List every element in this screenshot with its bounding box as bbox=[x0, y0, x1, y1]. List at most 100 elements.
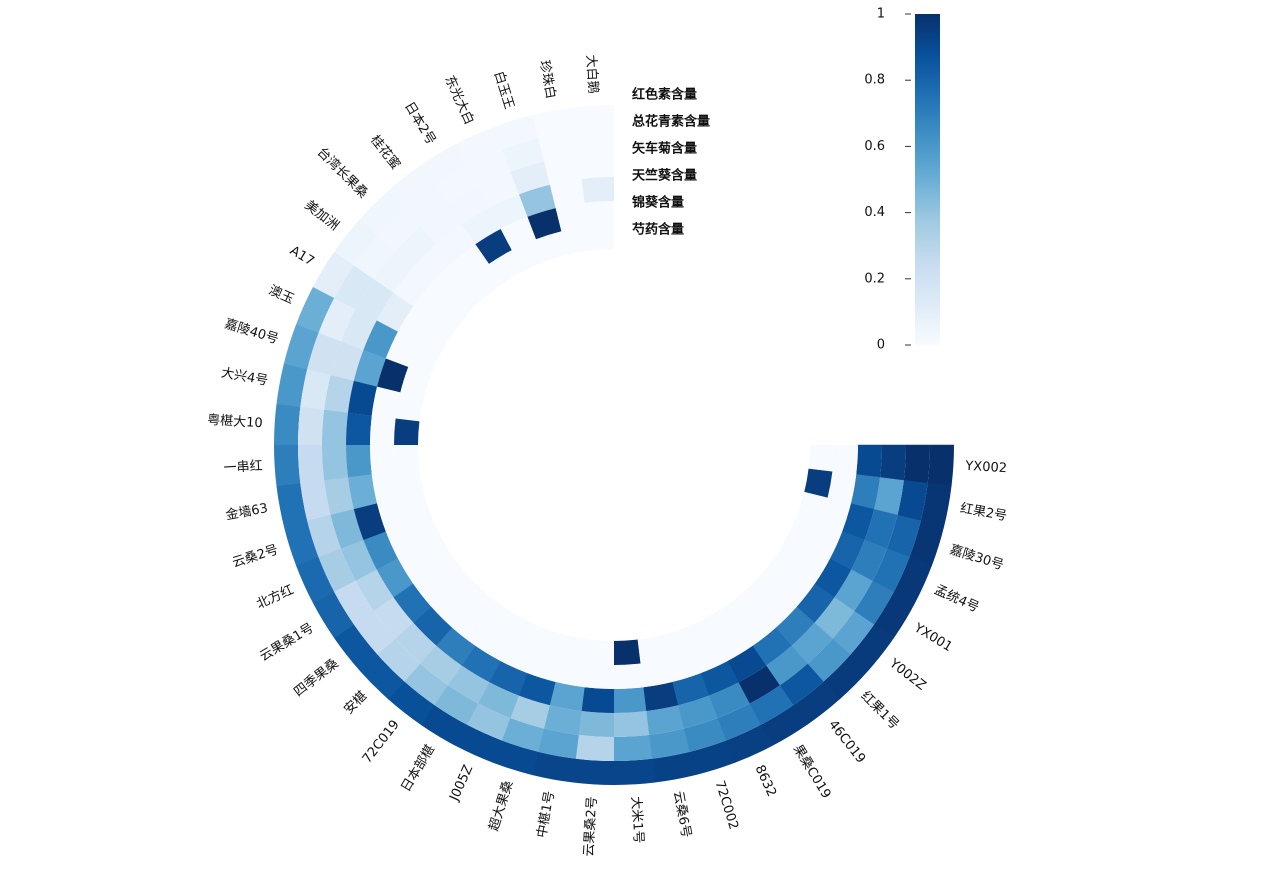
category-label: 大兴4号 bbox=[220, 366, 269, 389]
heat-cell bbox=[334, 219, 378, 266]
heat-cell bbox=[856, 444, 882, 478]
heat-cell bbox=[413, 569, 450, 607]
heat-cell bbox=[434, 685, 479, 725]
colorbar-tick-label: 1 bbox=[877, 7, 885, 22]
heat-cell bbox=[395, 468, 424, 498]
heat-cell bbox=[760, 556, 796, 591]
heat-cell bbox=[827, 471, 857, 504]
heat-cell bbox=[561, 635, 591, 664]
heat-cell bbox=[371, 471, 401, 504]
heat-cell bbox=[897, 479, 928, 521]
heat-cell bbox=[584, 201, 614, 227]
heat-cell bbox=[377, 638, 421, 682]
category-label: 云桑6号 bbox=[670, 790, 693, 839]
heat-cell bbox=[717, 703, 762, 741]
heat-cell bbox=[274, 404, 301, 446]
ring-label: 芍药含量 bbox=[632, 222, 684, 238]
category-label: 日本部椹 bbox=[399, 742, 439, 794]
heat-cell bbox=[400, 491, 431, 524]
heat-cell bbox=[887, 514, 921, 558]
category-label: 珍珠白 bbox=[536, 59, 559, 100]
heat-cell bbox=[808, 444, 834, 472]
heat-cell bbox=[340, 309, 377, 351]
heat-cell bbox=[738, 609, 776, 646]
heat-cell bbox=[353, 503, 386, 541]
category-label: 东光大白 bbox=[441, 73, 477, 127]
heat-cell bbox=[643, 681, 679, 712]
heat-cell bbox=[649, 728, 690, 759]
heat-cell bbox=[393, 267, 432, 307]
heat-cell bbox=[749, 685, 794, 725]
heat-cell bbox=[850, 474, 881, 510]
heat-cell bbox=[475, 626, 512, 662]
heat-cell bbox=[538, 131, 579, 162]
heat-cell bbox=[467, 703, 511, 741]
heat-cell bbox=[575, 734, 615, 761]
heat-cell bbox=[666, 650, 701, 682]
heat-cell bbox=[359, 654, 405, 700]
heat-cell bbox=[408, 514, 441, 548]
category-label: 北方红 bbox=[254, 582, 296, 613]
heat-cell bbox=[727, 645, 767, 683]
heat-cell bbox=[842, 503, 875, 541]
heat-cell bbox=[434, 165, 479, 205]
heat-cell bbox=[535, 231, 568, 262]
heat-cell bbox=[787, 514, 820, 548]
heat-cell bbox=[572, 105, 614, 132]
heat-cell bbox=[413, 283, 450, 321]
heat-cell bbox=[614, 734, 653, 761]
heat-cell bbox=[436, 627, 476, 666]
heat-cell bbox=[455, 724, 503, 764]
heat-cell bbox=[353, 610, 396, 655]
heat-cell bbox=[283, 520, 319, 566]
heat-cell bbox=[501, 718, 545, 752]
heat-cell bbox=[468, 591, 503, 627]
heat-cell bbox=[738, 665, 781, 704]
heat-cell bbox=[413, 244, 453, 284]
category-label: 云桑2号 bbox=[231, 543, 281, 571]
heat-cell bbox=[447, 186, 490, 225]
heat-cell bbox=[808, 522, 843, 559]
heat-cell bbox=[296, 557, 335, 604]
heat-cell bbox=[555, 202, 588, 232]
heat-cell bbox=[759, 590, 797, 628]
heat-cell bbox=[397, 306, 433, 343]
heat-cell bbox=[527, 650, 562, 682]
heat-cell bbox=[581, 687, 615, 713]
colorbar-tick-label: 0.6 bbox=[864, 139, 885, 154]
heat-cell bbox=[432, 556, 468, 592]
category-label: 嘉陵40号 bbox=[223, 317, 280, 348]
heat-cell bbox=[478, 171, 519, 208]
heat-cell bbox=[340, 540, 377, 581]
category-label: 云果桑2号 bbox=[582, 796, 601, 857]
heat-cell bbox=[431, 590, 469, 628]
heat-cell bbox=[637, 635, 667, 664]
heat-cell bbox=[404, 184, 449, 227]
heat-cell bbox=[532, 107, 576, 139]
heat-cell bbox=[334, 580, 374, 625]
heat-cell bbox=[501, 138, 545, 173]
heat-cell bbox=[298, 406, 325, 446]
heat-cell bbox=[640, 658, 673, 688]
heat-cell bbox=[587, 225, 614, 251]
category-label: 果桑C019 bbox=[790, 742, 834, 801]
heat-cell bbox=[359, 190, 405, 236]
heat-cell bbox=[760, 704, 808, 747]
heat-cell bbox=[587, 639, 615, 665]
category-label: A17 bbox=[287, 243, 317, 269]
heat-cell bbox=[298, 445, 325, 484]
heat-cell bbox=[420, 705, 468, 747]
heat-cell bbox=[561, 226, 591, 255]
heat-cell bbox=[295, 286, 335, 334]
category-label: 澳玉 bbox=[266, 282, 296, 307]
heat-cell bbox=[832, 610, 875, 655]
heat-cell bbox=[823, 654, 869, 700]
category-label: 云果桑1号 bbox=[257, 621, 316, 665]
heat-cell bbox=[475, 228, 512, 265]
heat-cell bbox=[880, 444, 906, 481]
heat-cell bbox=[377, 358, 409, 393]
heat-cell bbox=[766, 645, 808, 686]
colorbar-tick-label: 0 bbox=[877, 338, 885, 353]
heat-cell bbox=[385, 331, 420, 368]
heat-cell bbox=[461, 645, 501, 683]
